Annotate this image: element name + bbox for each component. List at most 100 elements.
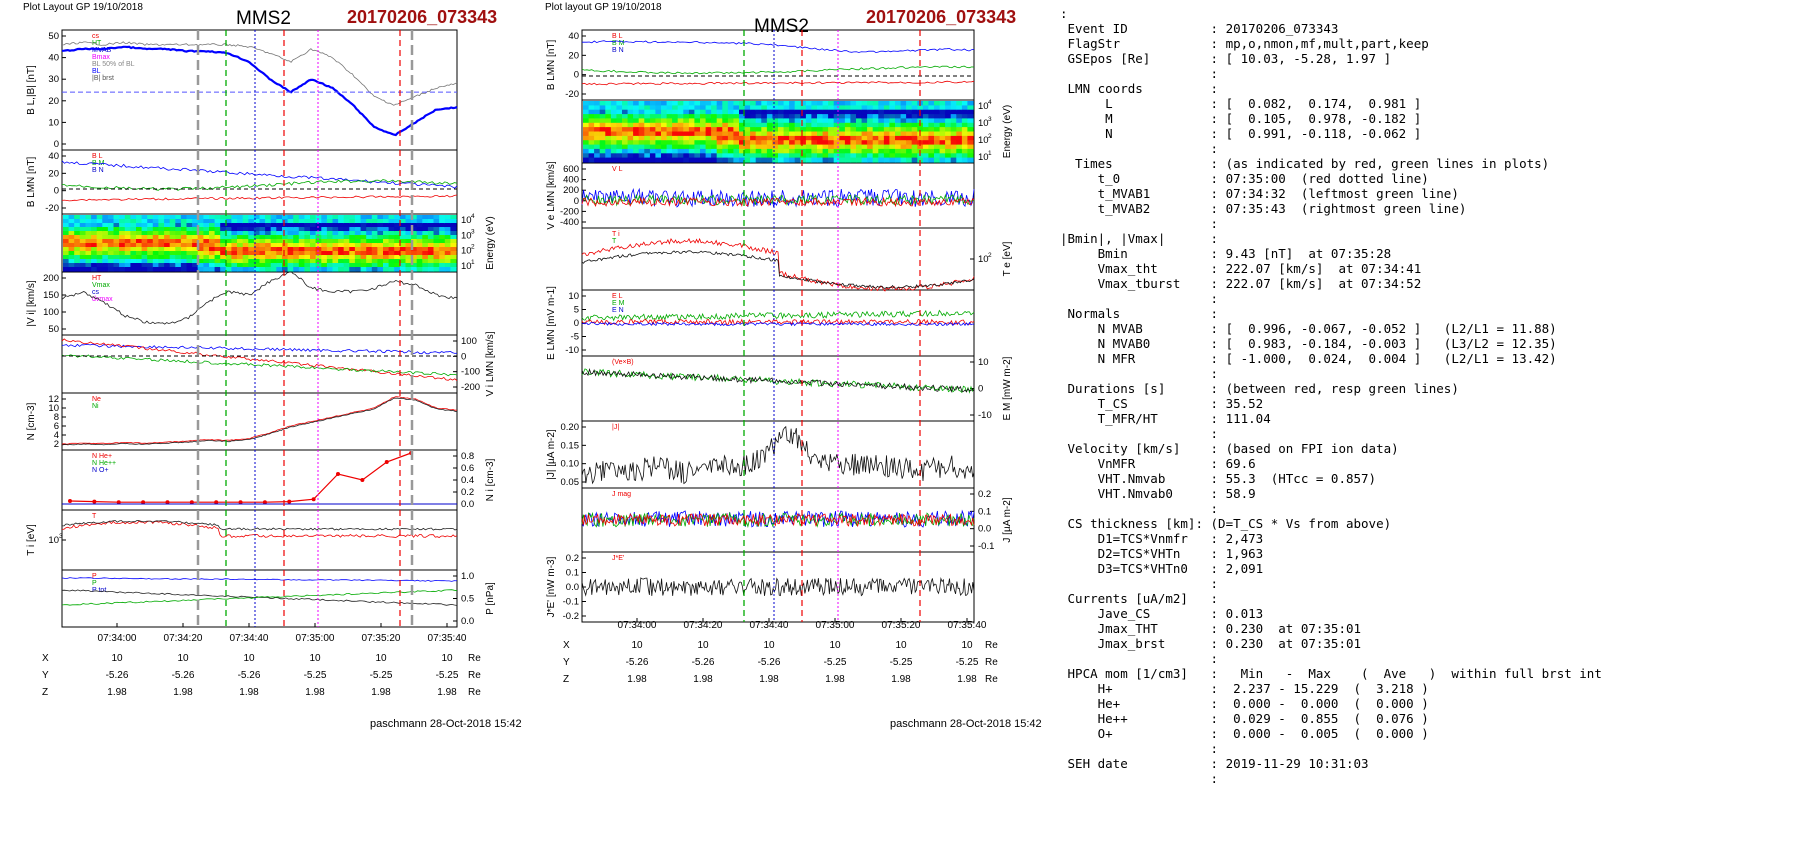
spectrogram-cell	[922, 148, 930, 154]
spectrogram-cell	[96, 223, 103, 228]
spectrogram-cell	[388, 247, 395, 252]
coord-value: -5.25	[370, 670, 393, 681]
spectrogram-cell	[772, 101, 779, 106]
spectrogram-cell	[895, 144, 902, 150]
spectrogram-cell	[622, 114, 629, 120]
spectrogram-cell	[895, 135, 902, 141]
spectrogram-cell	[102, 267, 109, 272]
spectrogram-cell	[805, 153, 813, 159]
spectrogram-cell	[950, 101, 957, 106]
spectrogram-cell	[253, 215, 261, 220]
spectrogram-cell	[405, 251, 412, 256]
coord-value: 10	[895, 640, 907, 651]
spectrogram-cell	[694, 144, 701, 150]
spectrogram-cell	[276, 219, 283, 224]
spectrogram-cell	[209, 239, 216, 244]
spectrogram-cell	[716, 114, 723, 120]
bn-series	[581, 80, 975, 86]
spectrogram-cell	[833, 148, 840, 154]
spectrogram-cell	[220, 263, 227, 268]
spectrogram-cell	[242, 259, 249, 264]
spectrogram-cell	[861, 140, 868, 146]
info-line: :	[1060, 291, 1219, 306]
spectrogram-cell	[778, 109, 785, 115]
spectrogram-cell	[928, 109, 935, 115]
spectrogram-cell	[79, 239, 86, 244]
spectrogram-cell	[343, 255, 350, 260]
spectrogram-cell	[152, 251, 159, 256]
spectrogram-cell	[371, 259, 378, 264]
y-tick-label: 0.5	[461, 594, 474, 605]
spectrogram-cell	[383, 215, 390, 220]
spectrogram-cell	[175, 267, 182, 272]
spectrogram-cell	[349, 243, 356, 248]
spectrogram-cell	[91, 263, 98, 268]
spectrogram-cell	[214, 235, 221, 240]
spectrogram-cell	[158, 231, 165, 236]
spectrogram-cell	[638, 131, 645, 137]
spectrogram-cell	[956, 105, 963, 111]
spectrogram-cell	[911, 153, 918, 159]
spectrogram-cell	[622, 153, 629, 159]
spectrogram-cell	[694, 114, 701, 120]
spectrogram-cell	[711, 148, 718, 154]
spectrogram-cell	[895, 157, 902, 163]
spectrogram-cell	[91, 259, 98, 264]
spectrogram-cell	[130, 251, 137, 256]
spectrogram-cell	[422, 219, 429, 224]
spectrogram-cell	[310, 251, 317, 256]
spectrogram-cell	[911, 114, 918, 120]
spectrogram-cell	[136, 223, 143, 228]
spectrogram-cell	[883, 127, 891, 133]
spectrogram-cell	[130, 219, 137, 224]
spectrogram-cell	[705, 114, 712, 120]
spectrogram-cell	[766, 144, 774, 150]
spectrogram-cell	[237, 243, 244, 248]
y-tick-label: 100	[461, 336, 477, 347]
spectrogram-cell	[287, 255, 294, 260]
spectrogram-cell	[259, 267, 266, 272]
spectrogram-cell	[310, 239, 317, 244]
spectrogram-cell	[878, 105, 885, 111]
spectrogram-cell	[450, 231, 457, 236]
spectrogram-cell	[750, 131, 757, 137]
spectrogram-cell	[371, 263, 378, 268]
spectrogram-cell	[872, 109, 879, 115]
y-tick-label: -100	[461, 367, 480, 378]
spectrogram-cell	[594, 148, 601, 154]
spectrogram-cell	[248, 247, 255, 252]
coord-label: Z	[563, 674, 569, 685]
y-axis-label: E M [mW m-2]	[1002, 356, 1013, 420]
spectrogram-cell	[833, 127, 840, 133]
spectrogram-cell	[197, 267, 204, 272]
spectrogram-cell	[197, 219, 204, 224]
y-tick-label: 50	[48, 324, 59, 335]
x-tick-label: 07:34:20	[684, 620, 723, 631]
spectrogram-cell	[599, 101, 606, 106]
spectrogram-cell	[444, 223, 451, 228]
spectrogram-cell	[422, 255, 429, 260]
spectrogram-cell	[739, 144, 746, 150]
spectrogram-cell	[377, 259, 384, 264]
spectrogram-cell	[867, 157, 874, 163]
spectrogram-cell	[911, 118, 918, 124]
spectrogram-cell	[63, 231, 70, 236]
vi-series	[61, 271, 458, 325]
spectrogram-cell	[180, 243, 188, 248]
spectrogram-cell	[119, 235, 126, 240]
spectrogram-cell	[180, 239, 188, 244]
spectrogram-cell	[883, 105, 891, 111]
spectrogram-cell	[248, 231, 255, 236]
spectrogram-cell	[911, 122, 918, 128]
spectrogram-cell	[152, 243, 159, 248]
y-tick-exponent: 3	[59, 533, 63, 540]
coord-label: Y	[42, 670, 49, 681]
spectrogram-cell	[833, 122, 840, 128]
spectrogram-cell	[91, 267, 98, 272]
spectrogram-cell	[794, 148, 801, 154]
spectrogram-cell	[605, 144, 612, 150]
spectrogram-cell	[672, 127, 679, 133]
spectrogram-cell	[68, 231, 75, 236]
spectrogram-cell	[416, 215, 423, 220]
